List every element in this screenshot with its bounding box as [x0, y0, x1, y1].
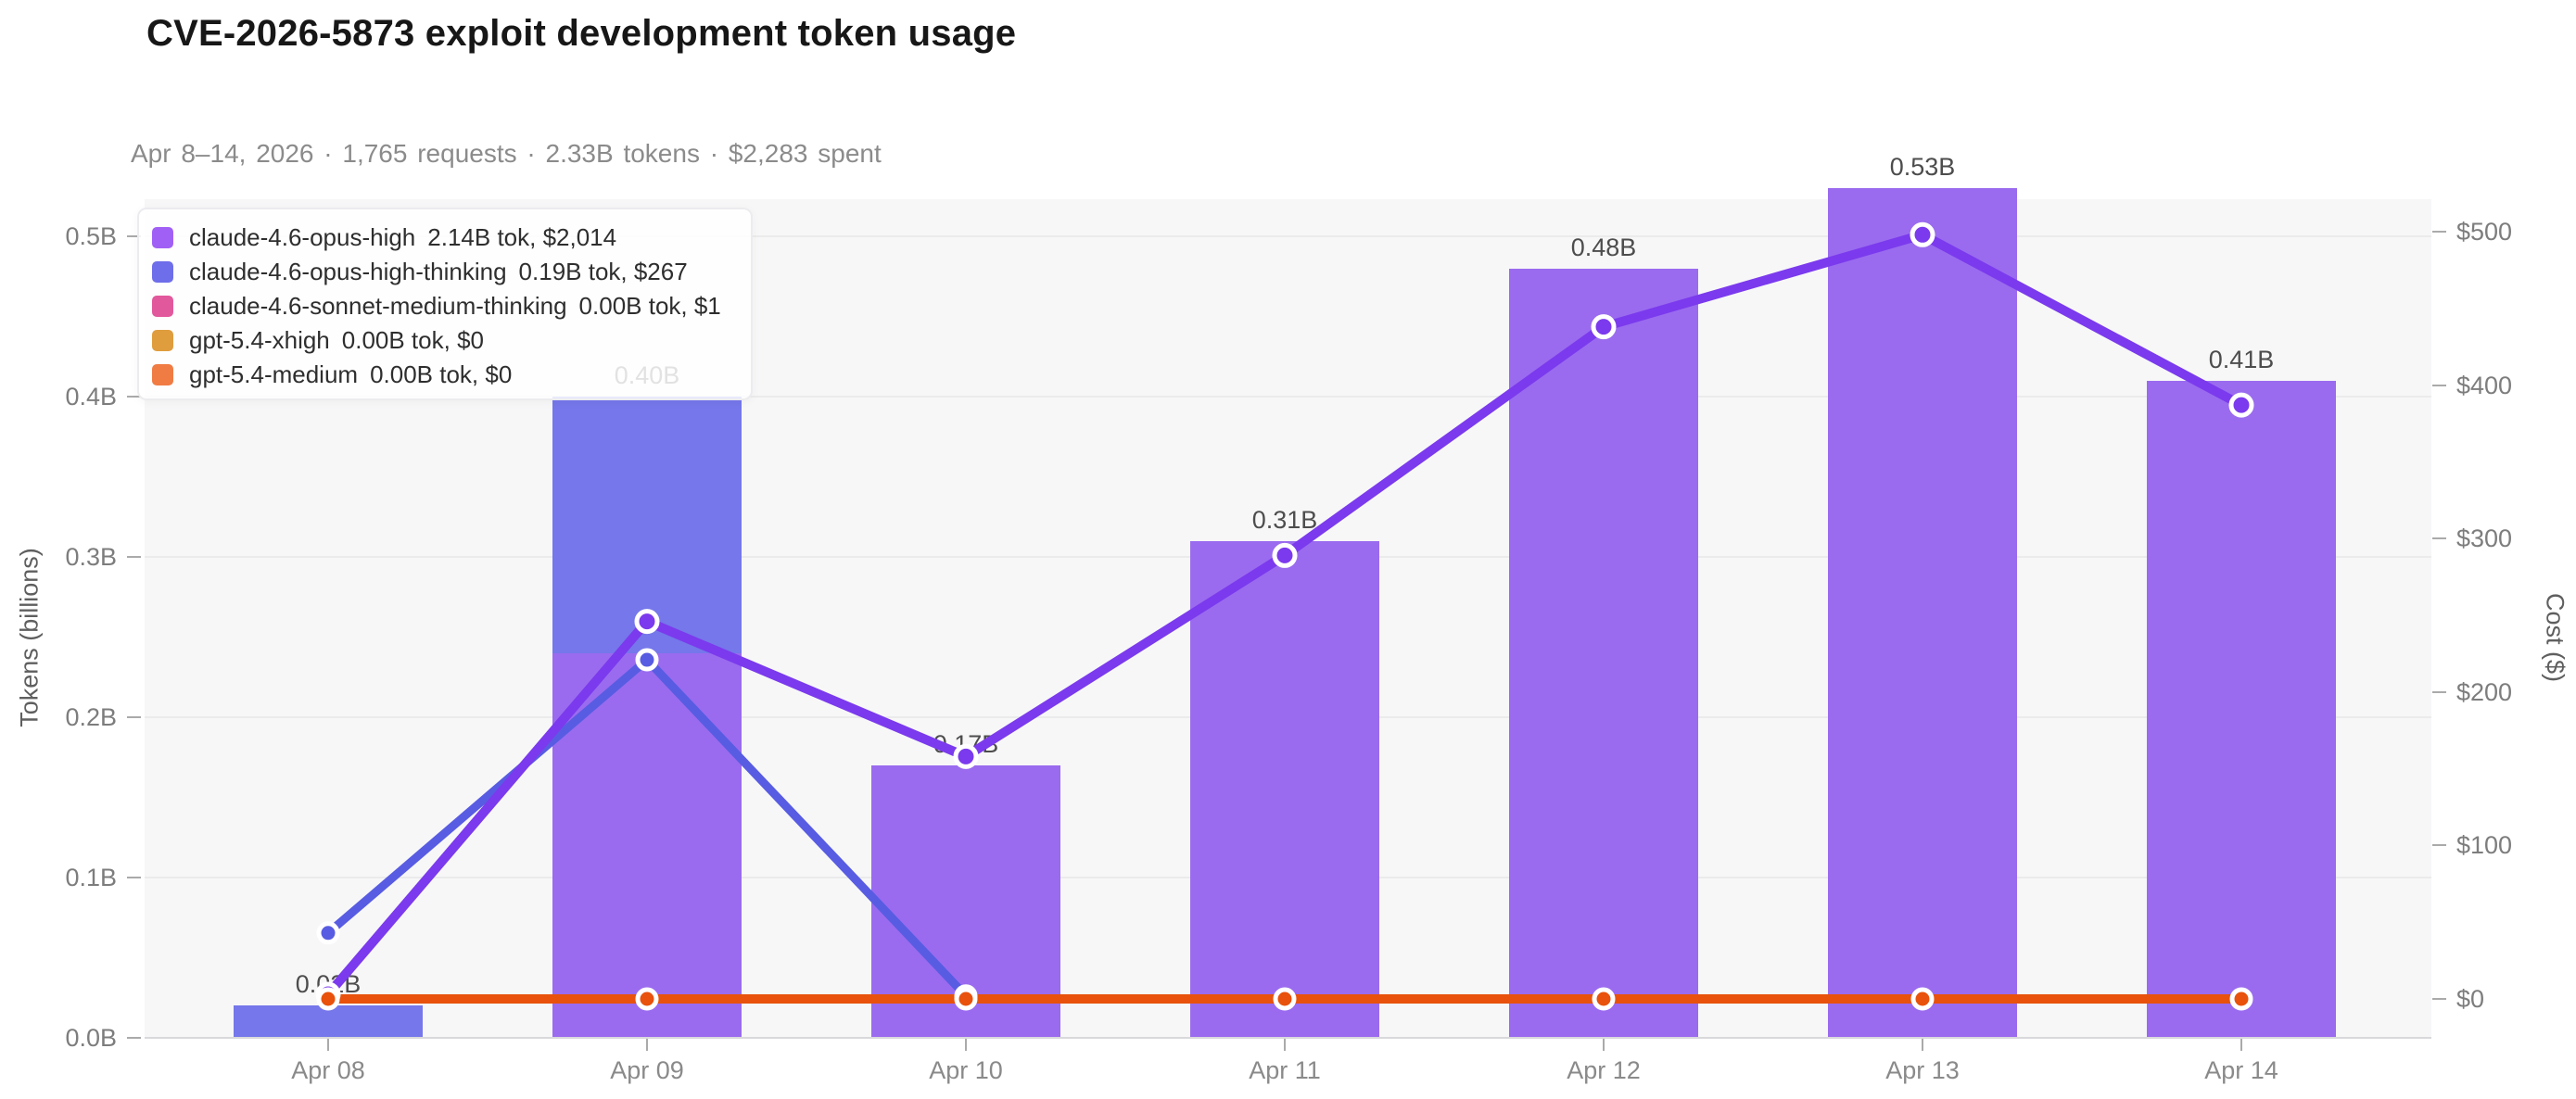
legend-swatch — [152, 364, 173, 385]
legend-item-label: claude-4.6-opus-high — [189, 223, 416, 251]
legend-item[interactable]: gpt-5.4-medium 0.00B tok, $0 — [152, 358, 734, 392]
x-tick-label: Apr 10 — [929, 1056, 1003, 1084]
y-tick-label-right: $200 — [2456, 677, 2513, 706]
bar-segment — [552, 652, 742, 1038]
x-tick-label: Apr 09 — [610, 1056, 684, 1084]
bar-segment — [2147, 380, 2336, 1038]
bar-segment — [234, 1005, 423, 1038]
legend-item[interactable]: claude-4.6-opus-high-thinking 0.19B tok, … — [152, 255, 734, 289]
y-tick-dash-left — [127, 556, 141, 558]
bar-segment — [1509, 268, 1698, 1038]
y-tick-label-right: $500 — [2456, 218, 2513, 246]
y-tick-dash-right — [2432, 844, 2446, 847]
bar-segment — [871, 764, 1060, 1038]
legend-item-detail: 2.14B tok, $2,014 — [427, 223, 617, 251]
y-tick-dash-left — [127, 716, 141, 718]
legend-item[interactable]: claude-4.6-sonnet-medium-thinking 0.00B t… — [152, 289, 734, 323]
bar-segment — [552, 397, 742, 653]
bar-total-label: 0.48B — [1570, 233, 1637, 261]
x-tick-dash — [327, 1039, 329, 1051]
y-tick-label-left: 0.4B — [65, 383, 117, 411]
legend-item-detail: 0.00B tok, $0 — [341, 326, 484, 354]
y-tick-dash-right — [2432, 537, 2446, 540]
x-axis-line — [145, 1037, 2431, 1039]
x-tick-dash — [2240, 1039, 2242, 1051]
legend-swatch — [152, 330, 173, 351]
x-tick-dash — [1284, 1039, 1286, 1051]
y-tick-dash-left — [127, 235, 141, 237]
bar-total-label: 0.17B — [933, 729, 999, 758]
legend-swatch — [152, 227, 173, 248]
y-tick-label-left: 0.1B — [65, 864, 117, 891]
legend-item-label: gpt-5.4-xhigh — [189, 326, 330, 354]
legend-item-label: claude-4.6-sonnet-medium-thinking — [189, 292, 567, 320]
x-tick-dash — [965, 1039, 967, 1051]
x-tick-label: Apr 12 — [1567, 1056, 1641, 1084]
x-tick-label: Apr 08 — [291, 1056, 365, 1084]
y-tick-label-left: 0.3B — [65, 543, 117, 571]
legend-item[interactable]: gpt-5.4-xhigh 0.00B tok, $0 — [152, 323, 734, 358]
legend-item-label: gpt-5.4-medium — [189, 360, 359, 388]
y-tick-label-left: 0.2B — [65, 703, 117, 731]
bar-total-label: 0.02B — [295, 970, 362, 999]
y-tick-label-right: $400 — [2456, 371, 2513, 399]
y-tick-dash-right — [2432, 998, 2446, 1000]
y-tick-label-left: 0.5B — [65, 222, 117, 250]
x-tick-label: Apr 14 — [2204, 1056, 2278, 1084]
legend-panel: claude-4.6-opus-high 2.14B tok, $2,014 cla… — [137, 208, 753, 400]
y-tick-label-left: 0.0B — [65, 1024, 117, 1052]
legend-swatch — [152, 296, 173, 317]
y-tick-dash-right — [2432, 231, 2446, 233]
y-axis-left-title: Tokens (billions) — [15, 548, 44, 727]
legend-item-detail: 0.00B tok, $1 — [578, 292, 721, 320]
y-tick-dash-left — [127, 1037, 141, 1039]
legend-item-detail: 0.19B tok, $267 — [518, 258, 688, 285]
y-tick-dash-right — [2432, 384, 2446, 386]
bar-total-label: 0.41B — [2208, 345, 2275, 373]
legend-item-label: claude-4.6-opus-high-thinking — [189, 258, 507, 285]
x-tick-label: Apr 11 — [1249, 1056, 1321, 1084]
y-axis-right-title: Cost ($) — [2541, 592, 2570, 683]
x-tick-dash — [646, 1039, 648, 1051]
y-tick-label-right: $100 — [2456, 831, 2513, 860]
y-tick-dash-left — [127, 877, 141, 878]
bar-total-label: 0.31B — [1251, 505, 1318, 534]
y-tick-label-right: $0 — [2456, 985, 2485, 1013]
legend-swatch — [152, 261, 173, 283]
x-tick-label: Apr 13 — [1885, 1056, 1960, 1084]
x-tick-dash — [1603, 1039, 1605, 1051]
bar-segment — [1190, 540, 1379, 1038]
legend-item-detail: 0.00B tok, $0 — [370, 360, 513, 388]
page-title: CVE-2026-5873 exploit development token … — [146, 13, 1017, 54]
page-subtitle: Apr 8–14, 2026 · 1,765 requests · 2.33B … — [131, 139, 882, 168]
y-tick-dash-right — [2432, 690, 2446, 693]
x-tick-dash — [1922, 1039, 1923, 1051]
y-tick-dash-left — [127, 396, 141, 398]
legend-item[interactable]: claude-4.6-opus-high 2.14B tok, $2,014 — [152, 221, 734, 255]
bar-segment — [1828, 188, 2017, 1038]
y-tick-label-right: $300 — [2456, 524, 2513, 553]
bar-total-label: 0.53B — [1889, 153, 1956, 182]
